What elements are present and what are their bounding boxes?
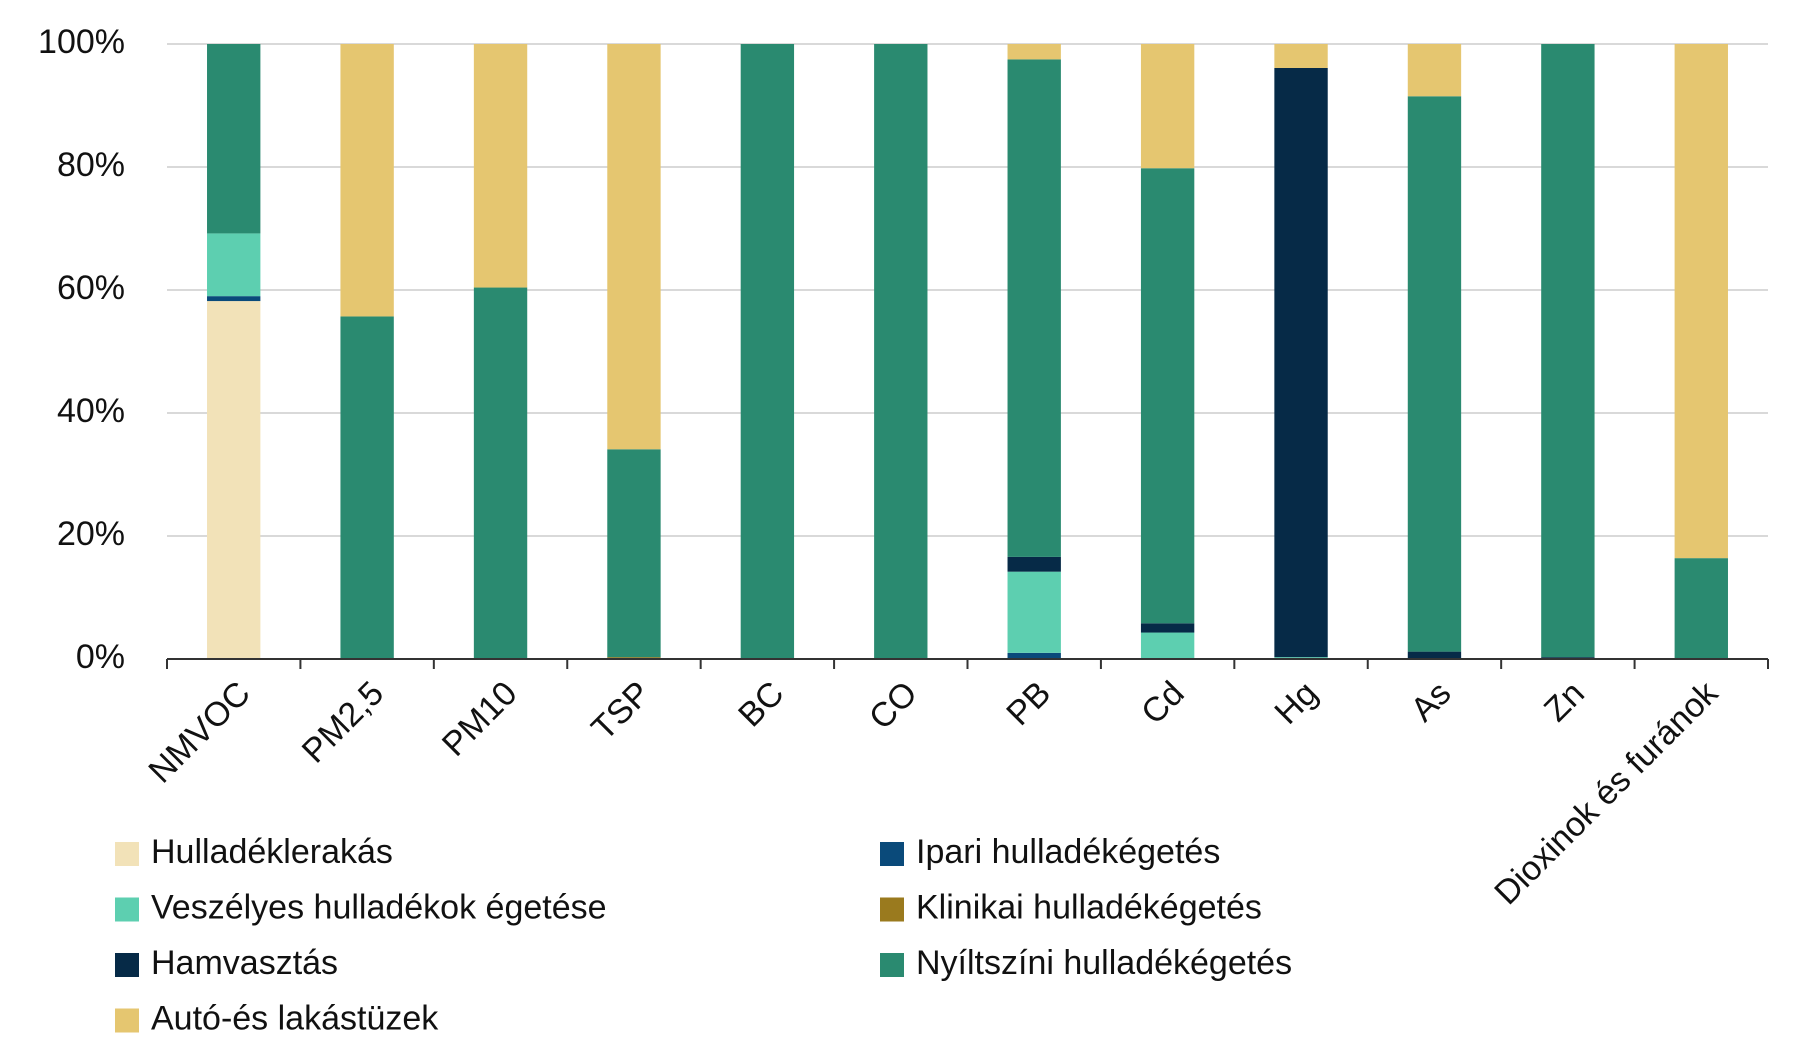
x-tick-label: BC [731, 674, 791, 734]
legend-swatch [115, 1008, 139, 1033]
legend-swatch [115, 842, 139, 866]
bar-segment [1674, 44, 1728, 559]
bar-segment [1274, 44, 1328, 68]
legend-label: Autó-és lakástüzek [151, 999, 439, 1037]
x-tick-label: Dioxinok és furánok [1487, 673, 1726, 912]
x-tick-label: Cd [1134, 674, 1192, 732]
bar-segment [1007, 652, 1061, 659]
x-tick-label: PB [999, 674, 1058, 733]
legend-swatch [880, 897, 904, 922]
bar-segment [1007, 44, 1061, 60]
legend-label: Ipari hulladékégetés [916, 833, 1220, 871]
bar-segment [874, 44, 928, 659]
legend-label: Nyíltszíni hulladékégetés [916, 944, 1292, 982]
bar-segment [1007, 556, 1061, 572]
bar-segment [607, 44, 661, 450]
legend-label: Hamvasztás [151, 944, 338, 982]
bar-segment [207, 44, 261, 234]
bar-segment [1140, 623, 1195, 633]
legend-swatch [880, 842, 904, 866]
bar-segment [1407, 96, 1462, 652]
bar-segment [1274, 67, 1328, 658]
y-tick-label: 60% [57, 269, 125, 307]
legend-swatch [115, 953, 139, 977]
bar-segment [1007, 571, 1061, 653]
bar-segment [1007, 59, 1061, 557]
bar-segment [1407, 651, 1462, 659]
legend-swatch [880, 953, 904, 977]
legend-label: Hulladéklerakás [151, 833, 393, 871]
x-tick-label: TSP [584, 674, 658, 748]
x-tick-label: Hg [1267, 674, 1325, 732]
bar-segment [1407, 44, 1462, 97]
bar-segment [1140, 632, 1195, 659]
y-tick-label: 0% [76, 638, 125, 676]
legend-label: Veszélyes hulladékok égetése [151, 888, 607, 926]
bar-segment [607, 449, 661, 658]
bar-segment [340, 44, 394, 317]
bar-segment [473, 287, 528, 659]
bar-segment [740, 44, 795, 659]
x-tick-label: CO [862, 674, 925, 737]
x-tick-label: As [1404, 674, 1459, 729]
bar-segment [207, 233, 261, 297]
legend-swatch [115, 897, 139, 922]
y-tick-label: 100% [38, 23, 125, 61]
bar-segment [1140, 168, 1195, 624]
bar-segment [207, 296, 261, 302]
bar-segment [1541, 44, 1595, 658]
x-tick-label: Zn [1537, 674, 1592, 729]
bar-segment [207, 301, 261, 659]
y-tick-label: 80% [57, 146, 125, 184]
bar-segment [1674, 558, 1728, 659]
bar-segment [340, 316, 394, 659]
bar-segment [473, 44, 528, 288]
legend-label: Klinikai hulladékégetés [916, 888, 1262, 926]
bar-segment [1140, 44, 1195, 169]
y-tick-label: 20% [57, 515, 125, 553]
y-tick-label: 40% [57, 392, 125, 430]
x-tick-label: PM10 [435, 674, 525, 764]
x-tick-label: PM2,5 [295, 674, 391, 770]
x-tick-label: NMVOC [141, 674, 257, 790]
